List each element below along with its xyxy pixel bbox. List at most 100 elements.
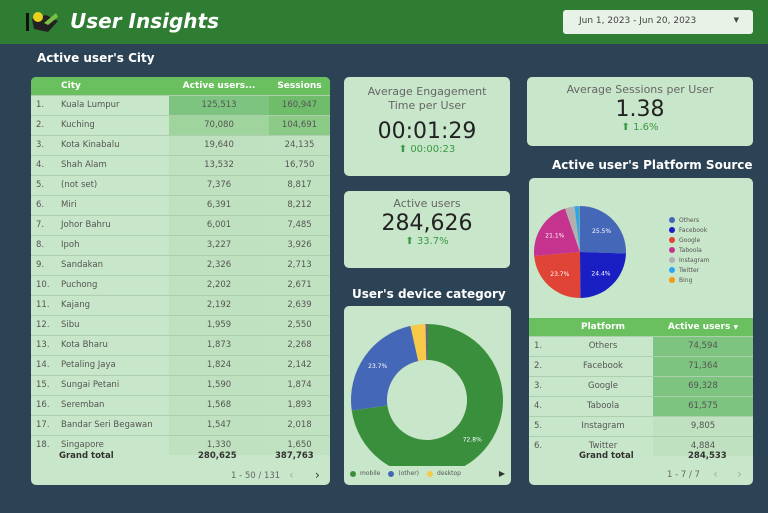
slice-Twitter[interactable] <box>574 206 580 252</box>
kpi-delta: ⬆ 1.6% <box>527 122 753 133</box>
slice-desktop[interactable] <box>410 324 427 361</box>
table-row[interactable]: 6. Miri 6,391 8,212 <box>31 194 330 215</box>
legend-item[interactable]: Others <box>669 215 710 225</box>
slice-Others[interactable] <box>580 206 626 254</box>
kpi-active-users: Active users 284,626 ⬆ 33.7% <box>344 191 510 268</box>
table-row[interactable]: 10. Puchong 2,202 2,671 <box>31 274 330 295</box>
next-page-button[interactable]: › <box>737 467 742 481</box>
active-users-cell: 1,547 <box>169 414 269 435</box>
table-row[interactable]: 4. Taboola 61,575 <box>529 395 753 416</box>
row-index: 1. <box>529 335 553 356</box>
sessions-cell: 104,691 <box>269 114 330 135</box>
active-users-cell: 1,568 <box>169 394 269 415</box>
table-row[interactable]: 5. Instagram 9,805 <box>529 415 753 436</box>
device-card: 72.8% 23.7% mobile (other) desktop ▶ <box>344 306 511 485</box>
legend-item[interactable]: desktop <box>427 470 461 477</box>
legend-label: Twitter <box>679 266 700 274</box>
table-row[interactable]: 9. Sandakan 2,326 2,713 <box>31 254 330 275</box>
active-users-cell: 74,594 <box>653 335 753 356</box>
legend-item[interactable]: Bing <box>669 275 710 285</box>
legend-item[interactable]: Instagram <box>669 255 710 265</box>
slice-label: 23.7% <box>550 271 569 278</box>
sessions-cell: 16,750 <box>269 154 330 175</box>
date-range-value: Jun 1, 2023 - Jun 20, 2023 <box>579 16 697 26</box>
slice-Instagram[interactable] <box>564 206 580 252</box>
legend-dot-icon <box>669 257 675 263</box>
next-page-button[interactable]: › <box>315 468 320 482</box>
slice-label: 24.4% <box>591 270 610 277</box>
col-sessions[interactable]: Sessions <box>269 77 330 95</box>
table-row[interactable]: 1. Others 74,594 <box>529 335 753 356</box>
slice-misc[interactable] <box>425 324 427 361</box>
slice-label: 21.1% <box>545 233 564 240</box>
table-row[interactable]: 8. Ipoh 3,227 3,926 <box>31 234 330 255</box>
slice-Facebook[interactable] <box>580 252 626 298</box>
table-row[interactable]: 5. (not set) 7,376 8,817 <box>31 174 330 195</box>
table-row[interactable]: 16. Seremban 1,568 1,893 <box>31 394 330 415</box>
table-row[interactable]: 15. Sungai Petani 1,590 1,874 <box>31 374 330 395</box>
platform-pagination: 1 - 7 / 7 <box>667 470 700 480</box>
table-row[interactable]: 12. Sibu 1,959 2,550 <box>31 314 330 335</box>
row-index: 9. <box>31 254 55 275</box>
col-platform-active-users[interactable]: Active users ▼ <box>653 318 753 336</box>
date-range-picker[interactable]: Jun 1, 2023 - Jun 20, 2023 ▼ <box>563 10 753 34</box>
table-row[interactable]: 3. Google 69,328 <box>529 375 753 396</box>
prev-page-button[interactable]: ‹ <box>713 467 718 481</box>
arrow-up-icon: ⬆ <box>405 236 417 247</box>
table-row[interactable]: 7. Johor Bahru 6,001 7,485 <box>31 214 330 235</box>
table-row[interactable]: 3. Kota Kinabalu 19,640 24,135 <box>31 134 330 155</box>
row-index: 4. <box>529 395 553 416</box>
table-row[interactable]: 4. Shah Alam 13,532 16,750 <box>31 154 330 175</box>
city-table-title: Active user's City <box>37 51 155 65</box>
city-name: Sandakan <box>55 254 169 275</box>
active-users-cell: 1,959 <box>169 314 269 335</box>
col-platform[interactable]: Platform <box>553 318 653 336</box>
slice-Google[interactable] <box>534 252 581 298</box>
table-row[interactable]: 11. Kajang 2,192 2,639 <box>31 294 330 315</box>
slice-mobile[interactable] <box>351 324 503 476</box>
legend-next-icon[interactable]: ▶ <box>498 469 505 478</box>
grand-total-active-users: 280,625 <box>198 451 237 461</box>
row-index: 5. <box>529 415 553 436</box>
grand-total-label: Grand total <box>59 451 114 461</box>
row-index: 3. <box>31 134 55 155</box>
table-row[interactable]: 13. Kota Bharu 1,873 2,268 <box>31 334 330 355</box>
arrow-up-icon: ⬆ <box>621 122 634 133</box>
table-row[interactable]: 18. Singapore 1,330 1,650 <box>31 434 330 455</box>
legend-item[interactable]: Twitter <box>669 265 710 275</box>
city-name: Kuching <box>55 114 169 135</box>
legend-item[interactable]: Taboola <box>669 245 710 255</box>
legend-item[interactable]: mobile <box>350 470 380 477</box>
legend-item[interactable]: (other) <box>388 470 419 477</box>
active-users-cell: 1,590 <box>169 374 269 395</box>
row-index: 16. <box>31 394 55 415</box>
table-row[interactable]: 2. Kuching 70,080 104,691 <box>31 114 330 135</box>
prev-page-button[interactable]: ‹ <box>289 468 294 482</box>
slice-label: 23.7% <box>368 363 387 370</box>
table-row[interactable]: 6. Twitter 4,884 <box>529 435 753 456</box>
sessions-cell: 24,135 <box>269 134 330 155</box>
slice-Taboola[interactable] <box>534 208 580 257</box>
table-row[interactable]: 2. Facebook 71,364 <box>529 355 753 376</box>
platform-grand-total-value: 284,533 <box>688 451 727 461</box>
slice-label: 72.8% <box>463 436 482 443</box>
sessions-cell: 3,926 <box>269 234 330 255</box>
row-index: 8. <box>31 234 55 255</box>
table-row[interactable]: 17. Bandar Seri Begawan 1,547 2,018 <box>31 414 330 435</box>
legend-item[interactable]: Facebook <box>669 225 710 235</box>
legend-dot-icon <box>669 267 675 273</box>
row-index: 15. <box>31 374 55 395</box>
active-users-cell: 2,192 <box>169 294 269 315</box>
platform-name: Facebook <box>553 355 653 376</box>
slice-(other)[interactable] <box>351 325 419 411</box>
row-index: 17. <box>31 414 55 435</box>
legend-item[interactable]: Google <box>669 235 710 245</box>
sessions-cell: 8,817 <box>269 174 330 195</box>
col-active-users[interactable]: Active users... <box>169 77 269 95</box>
logo-icon <box>26 12 58 32</box>
kpi-delta: ⬆ 00:00:23 <box>344 144 510 155</box>
table-row[interactable]: 1. Kuala Lumpur 125,513 160,947 <box>31 94 330 115</box>
sessions-cell: 2,550 <box>269 314 330 335</box>
col-city[interactable]: City <box>55 77 169 95</box>
table-row[interactable]: 14. Petaling Jaya 1,824 2,142 <box>31 354 330 375</box>
